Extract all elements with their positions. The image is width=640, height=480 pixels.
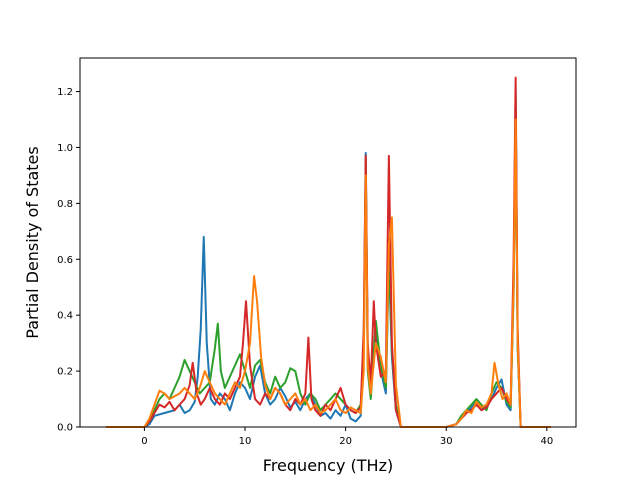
y-tick-label: 0.4 [57, 311, 73, 322]
x-tick-label: 40 [540, 436, 553, 447]
y-axis-ticks: 0.0 0.2 0.4 0.6 0.8 1.0 1.2 [57, 87, 80, 434]
x-tick-label: 20 [339, 436, 352, 447]
x-tick-label: 0 [141, 436, 147, 447]
y-tick-label: 0.0 [57, 423, 73, 434]
y-tick-label: 1.0 [57, 143, 73, 154]
y-tick-label: 0.8 [57, 199, 73, 210]
series-layer [106, 76, 551, 428]
x-axis-ticks: 0 10 20 30 40 [141, 427, 553, 447]
y-tick-label: 0.6 [57, 255, 73, 266]
x-axis-label: Frequency (THz) [263, 456, 393, 475]
x-tick-label: 30 [440, 436, 453, 447]
plot-frame [79, 57, 577, 428]
x-tick-label: 10 [239, 436, 252, 447]
pdos-series-line-2 [106, 96, 551, 428]
pdos-series-line-4 [106, 118, 551, 428]
y-tick-label: 0.2 [57, 367, 73, 378]
y-tick-label: 1.2 [57, 87, 73, 98]
y-axis-label: Partial Density of States [23, 146, 42, 338]
